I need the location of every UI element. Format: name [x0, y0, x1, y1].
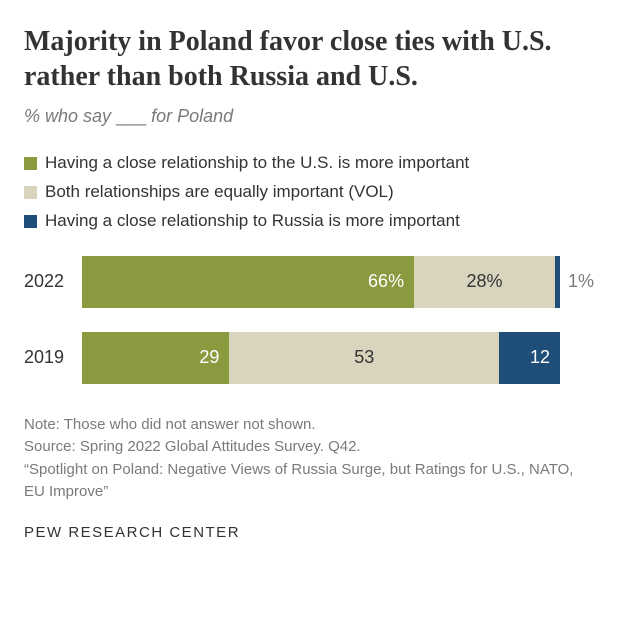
legend-swatch	[24, 157, 37, 170]
bar-segment-russia: 12	[499, 332, 560, 384]
bar-track: 29 53 12	[82, 332, 560, 384]
subtitle-blank: ___	[116, 106, 146, 126]
bar-value: 28%	[467, 271, 503, 292]
legend-item-both: Both relationships are equally important…	[24, 178, 596, 207]
bar-row-2022: 2022 66% 28% 1%	[24, 256, 560, 308]
legend: Having a close relationship to the U.S. …	[24, 149, 596, 236]
year-label: 2019	[24, 347, 82, 368]
bar-segment-both: 28%	[414, 256, 555, 308]
subtitle-prefix: % who say	[24, 106, 116, 126]
bar-segment-us: 66%	[82, 256, 414, 308]
chart-notes: Note: Those who did not answer not shown…	[24, 414, 596, 504]
bar-segment-us: 29	[82, 332, 229, 384]
report-title-line: “Spotlight on Poland: Negative Views of …	[24, 459, 596, 504]
legend-swatch	[24, 215, 37, 228]
legend-item-us: Having a close relationship to the U.S. …	[24, 149, 596, 178]
bar-value: 53	[354, 347, 374, 368]
legend-label: Having a close relationship to Russia is…	[45, 207, 460, 236]
year-label: 2022	[24, 271, 82, 292]
legend-item-russia: Having a close relationship to Russia is…	[24, 207, 596, 236]
bar-value: 66%	[368, 271, 404, 292]
bar-value: 29	[199, 347, 219, 368]
bar-value-external: 1%	[560, 256, 594, 308]
source-line: Source: Spring 2022 Global Attitudes Sur…	[24, 436, 596, 459]
chart-title: Majority in Poland favor close ties with…	[24, 24, 596, 94]
legend-label: Having a close relationship to the U.S. …	[45, 149, 469, 178]
legend-swatch	[24, 186, 37, 199]
chart-subtitle: % who say ___ for Poland	[24, 106, 596, 127]
bar-row-2019: 2019 29 53 12	[24, 332, 560, 384]
bar-segment-both: 53	[229, 332, 499, 384]
stacked-bar-chart: 2022 66% 28% 1% 2019 29 53 12	[24, 256, 596, 384]
footer-attribution: PEW RESEARCH CENTER	[24, 524, 596, 541]
subtitle-suffix: for Poland	[146, 106, 233, 126]
note-line: Note: Those who did not answer not shown…	[24, 414, 596, 437]
legend-label: Both relationships are equally important…	[45, 178, 394, 207]
bar-track: 66% 28% 1%	[82, 256, 560, 308]
bar-value: 12	[530, 347, 550, 368]
